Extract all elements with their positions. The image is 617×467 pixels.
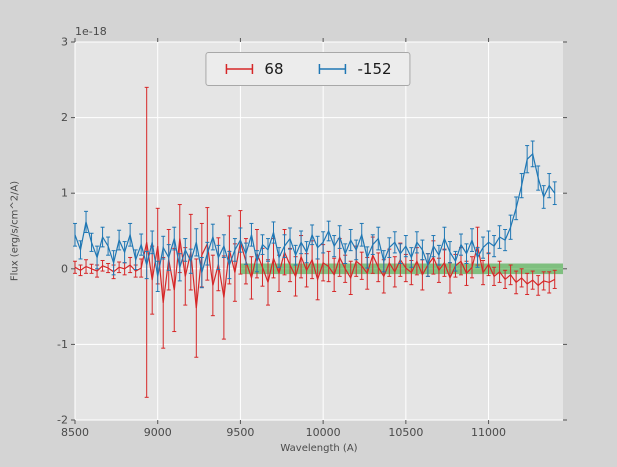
zero-flux-band xyxy=(240,263,564,275)
x-tick-label: 9500 xyxy=(226,426,254,439)
legend-item-68: 68 xyxy=(224,60,284,78)
x-tick-label: 10000 xyxy=(306,426,341,439)
y-tick-label: -2 xyxy=(57,414,68,427)
series--152 xyxy=(73,140,557,292)
y-tick-label: -1 xyxy=(57,338,68,351)
legend-item-minus152: -152 xyxy=(318,60,392,78)
x-tick-label: 10500 xyxy=(388,426,423,439)
x-tick-label: 11000 xyxy=(471,426,506,439)
y-tick-label: 3 xyxy=(61,36,68,49)
plot-area xyxy=(75,42,563,420)
x-tick-label: 9000 xyxy=(144,426,172,439)
x-tick-label: 8500 xyxy=(61,426,89,439)
y-offset-text: 1e-18 xyxy=(75,25,107,38)
legend-label-minus152: -152 xyxy=(357,60,392,78)
errorbar-glyph-blue xyxy=(318,64,347,74)
y-tick-label: 2 xyxy=(61,111,68,124)
legend-label-68: 68 xyxy=(264,60,284,78)
y-tick-label: 1 xyxy=(61,187,68,200)
legend: 68 -152 xyxy=(205,52,411,86)
y-tick-label: 0 xyxy=(61,262,68,275)
x-axis-label: Wavelength (A) xyxy=(280,443,358,454)
y-axis-label: Flux (erg/s/cm^2/A) xyxy=(9,180,21,282)
errorbar-glyph-red xyxy=(225,64,254,74)
